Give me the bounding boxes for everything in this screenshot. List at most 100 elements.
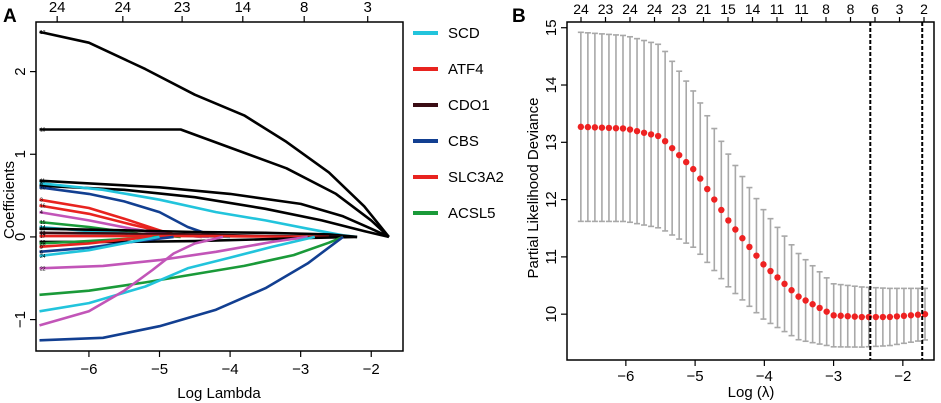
deviance-point	[753, 252, 760, 259]
y-tick-label: 14	[543, 77, 560, 94]
coef-path-purple-c	[39, 235, 224, 327]
panel-b-reference-lines	[869, 22, 924, 360]
deviance-point	[837, 312, 844, 319]
legend-label: CBS	[448, 133, 479, 150]
coef-path-purple-b	[39, 235, 308, 270]
deviance-point	[851, 313, 858, 320]
path-index-label: 10	[40, 227, 46, 233]
path-index-label: 7	[40, 184, 43, 190]
x-tick-label: −3	[825, 368, 842, 385]
path-index-label: 24	[40, 254, 46, 260]
path-index-label: 12	[40, 231, 46, 237]
deviance-point	[858, 313, 865, 321]
deviance-point	[893, 313, 901, 320]
deviance-point	[633, 127, 641, 135]
deviance-point	[683, 158, 690, 166]
path-index-label: 4	[40, 210, 43, 216]
deviance-point	[886, 313, 894, 321]
x-tick-label: −2	[363, 361, 380, 378]
deviance-point	[767, 267, 774, 275]
top-tick-label: 8	[847, 1, 855, 17]
deviance-point	[612, 124, 620, 132]
top-tick-label: 14	[745, 1, 761, 17]
coef-path-black-flat	[39, 227, 358, 239]
deviance-point	[914, 311, 922, 318]
panel-a-plot-frame	[35, 21, 404, 352]
y-tick-label: 2	[12, 67, 29, 75]
deviance-point	[732, 226, 739, 233]
deviance-point	[584, 123, 592, 131]
coef-path-ATF4-b	[39, 234, 329, 239]
deviance-point	[704, 185, 711, 193]
coef-path-11	[39, 179, 390, 239]
deviance-point	[605, 124, 613, 132]
deviance-point	[640, 129, 648, 136]
coef-path-SCD-c	[39, 235, 160, 258]
deviance-point	[844, 312, 851, 320]
top-tick-label: 6	[871, 1, 879, 17]
top-tick-label: 24	[49, 0, 66, 16]
deviance-point	[626, 126, 634, 133]
deviance-point	[879, 313, 887, 321]
legend-label: ATF4	[448, 61, 484, 78]
top-tick-label: 8	[300, 0, 308, 16]
deviance-point	[830, 312, 837, 319]
panel-b-error-bars	[577, 31, 928, 348]
deviance-point	[900, 312, 908, 320]
top-tick-label: 3	[896, 1, 904, 17]
x-tick-label: −4	[756, 368, 773, 385]
deviance-point	[781, 280, 788, 288]
panel-b-deviance-points	[577, 123, 929, 321]
path-index-label: 8	[40, 181, 43, 187]
coef-path-SLC3A2-b	[39, 235, 153, 249]
deviance-point	[872, 313, 880, 321]
panel-b: B −6 −5 −4 −3 −2 10 11 12 13 14 15 24 23 24 24 23 21 15…	[512, 1, 935, 401]
deviance-point	[675, 151, 683, 159]
coef-path-CBS-a	[39, 186, 217, 239]
coef-path-19	[39, 128, 390, 238]
x-tick-label: −5	[687, 368, 704, 385]
deviance-point	[591, 124, 599, 131]
top-tick-label: 2	[920, 1, 928, 17]
path-index-label: 20	[40, 185, 46, 191]
deviance-point	[619, 125, 627, 132]
deviance-point	[668, 144, 676, 152]
panel-a-y-axis: −1 0 1 2	[12, 67, 36, 328]
legend-label: SLC3A2	[448, 169, 504, 186]
coef-path-SCD-d	[39, 235, 316, 313]
y-tick-label: 1	[12, 150, 29, 158]
top-tick-label: 11	[770, 1, 785, 17]
coef-path-ACSL5-c	[39, 235, 344, 297]
y-tick-label: 11	[543, 249, 560, 265]
deviance-point	[661, 137, 669, 145]
panel-a-coefficient-paths	[39, 30, 390, 342]
deviance-point	[697, 175, 704, 182]
top-tick-label: 3	[364, 0, 372, 16]
x-tick-label: −5	[151, 361, 168, 378]
path-index-label: 11	[40, 179, 45, 185]
legend-label: CDO1	[448, 97, 490, 114]
panel-b-label: B	[512, 6, 526, 27]
path-index-label: 15	[40, 220, 46, 226]
panel-b-plot-frame	[566, 21, 935, 361]
y-tick-label: 0	[12, 233, 29, 241]
path-index-label: 9	[40, 245, 43, 251]
y-tick-label: −1	[12, 311, 29, 328]
x-tick-label: −6	[617, 368, 634, 385]
top-tick-label: 15	[720, 1, 736, 17]
top-tick-label: 24	[114, 0, 131, 16]
path-index-label: 17	[40, 234, 46, 240]
x-tick-label: −4	[222, 361, 239, 378]
deviance-point	[725, 217, 732, 224]
path-index-label: 13	[40, 30, 46, 36]
coef-path-7	[39, 184, 390, 239]
deviance-point	[739, 235, 746, 242]
coef-path-13	[39, 30, 390, 238]
legend-label: SCD	[448, 25, 480, 42]
y-tick-label: 10	[543, 306, 560, 323]
panel-b-x-label: Log (λ)	[728, 384, 775, 401]
top-tick-label: 24	[647, 1, 663, 17]
deviance-point	[795, 293, 802, 300]
